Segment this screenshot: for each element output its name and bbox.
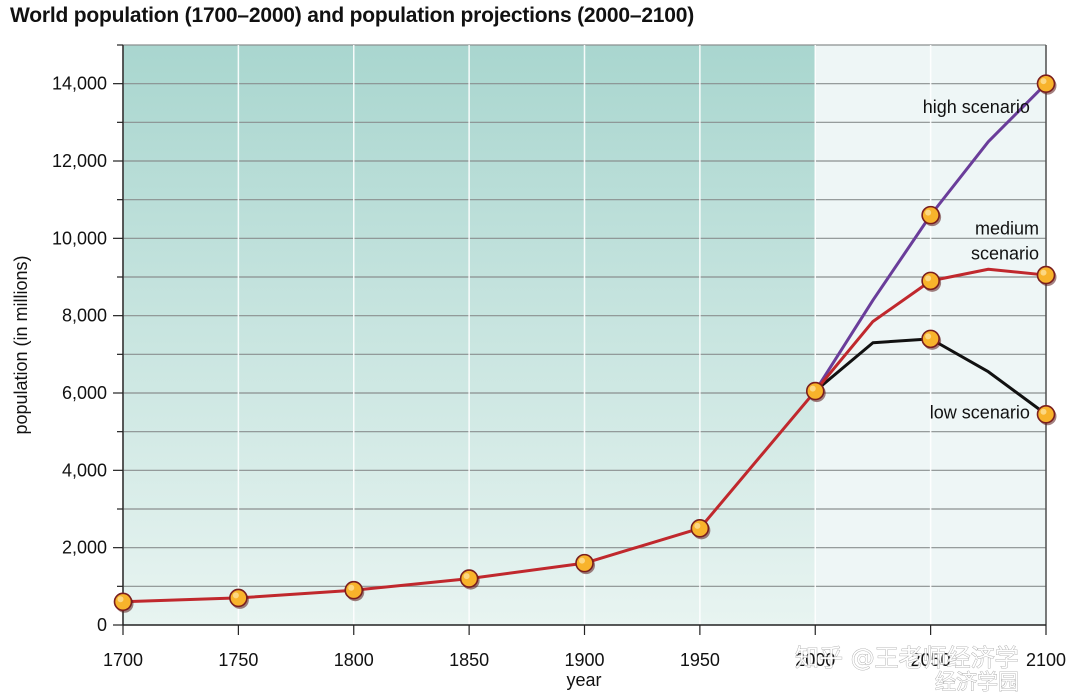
x-tick-label: 1750 [218,650,258,670]
data-point [575,553,594,573]
x-tick-label: 2000 [795,650,835,670]
scenario-label: low scenario [930,402,1030,422]
axes [113,44,1047,635]
x-tick-label: 2050 [911,650,951,670]
y-tick-label: 2,000 [62,538,107,558]
marker-highlight [809,385,816,392]
marker-highlight [579,557,585,564]
scenario-label: medium [975,219,1039,239]
x-tick-label: 1800 [334,650,374,670]
y-tick-label: 6,000 [62,383,107,403]
x-tick-label: 2100 [1026,650,1066,670]
y-axis-title: population (in millions) [11,255,31,434]
data-point [690,519,710,538]
watermark: 知乎 @王老师经济学 经济学园 [795,644,1020,695]
y-tick-label: 12,000 [52,151,107,171]
y-tick-label: 8,000 [62,306,107,326]
y-tick-label: 0 [97,615,107,635]
x-tick-label: 1700 [103,650,143,670]
x-axis-title: year [566,670,601,690]
tick-labels: 0 2,000 4,000 6,000 8,000 10,000 12,000 14,000 1… [52,74,1066,670]
x-tick-label: 1950 [680,650,720,670]
data-point [921,205,940,225]
marker-highlight [232,592,239,599]
marker-highlight [1040,78,1047,85]
data-point [805,381,825,401]
marker-highlight [925,333,932,340]
marker-highlight [348,584,355,591]
data-point [459,569,479,588]
data-point [344,580,364,600]
data-point [1036,74,1056,93]
x-tick-label: 1850 [449,650,489,670]
marker-highlight [925,275,932,282]
data-point [921,271,940,291]
watermark-line1: 知乎 @王老师经济学 [795,644,1019,672]
scenario-label: scenario [971,244,1039,264]
marker-highlight [1040,269,1047,276]
x-tick-label: 1900 [564,650,604,670]
marker-highlight [1040,408,1047,415]
data-point [229,588,248,608]
chart-title: World population (1700–2000) and populat… [10,4,695,27]
marker-highlight [694,522,701,529]
marker-highlight [117,596,124,603]
y-tick-label: 14,000 [52,74,107,94]
series-markers [113,74,1057,613]
marker-highlight [925,209,932,216]
data-point [1036,265,1056,285]
y-tick-label: 10,000 [52,228,107,248]
scenario-label: high scenario [923,97,1030,117]
data-point [921,329,940,349]
data-point [1036,404,1056,424]
y-tick-label: 4,000 [62,460,107,480]
marker-highlight [463,573,470,580]
watermark-line2: 经济学园 [935,670,1019,694]
data-point [113,592,133,612]
scenario-labels: high scenario medium scenario low scenario [923,97,1039,422]
